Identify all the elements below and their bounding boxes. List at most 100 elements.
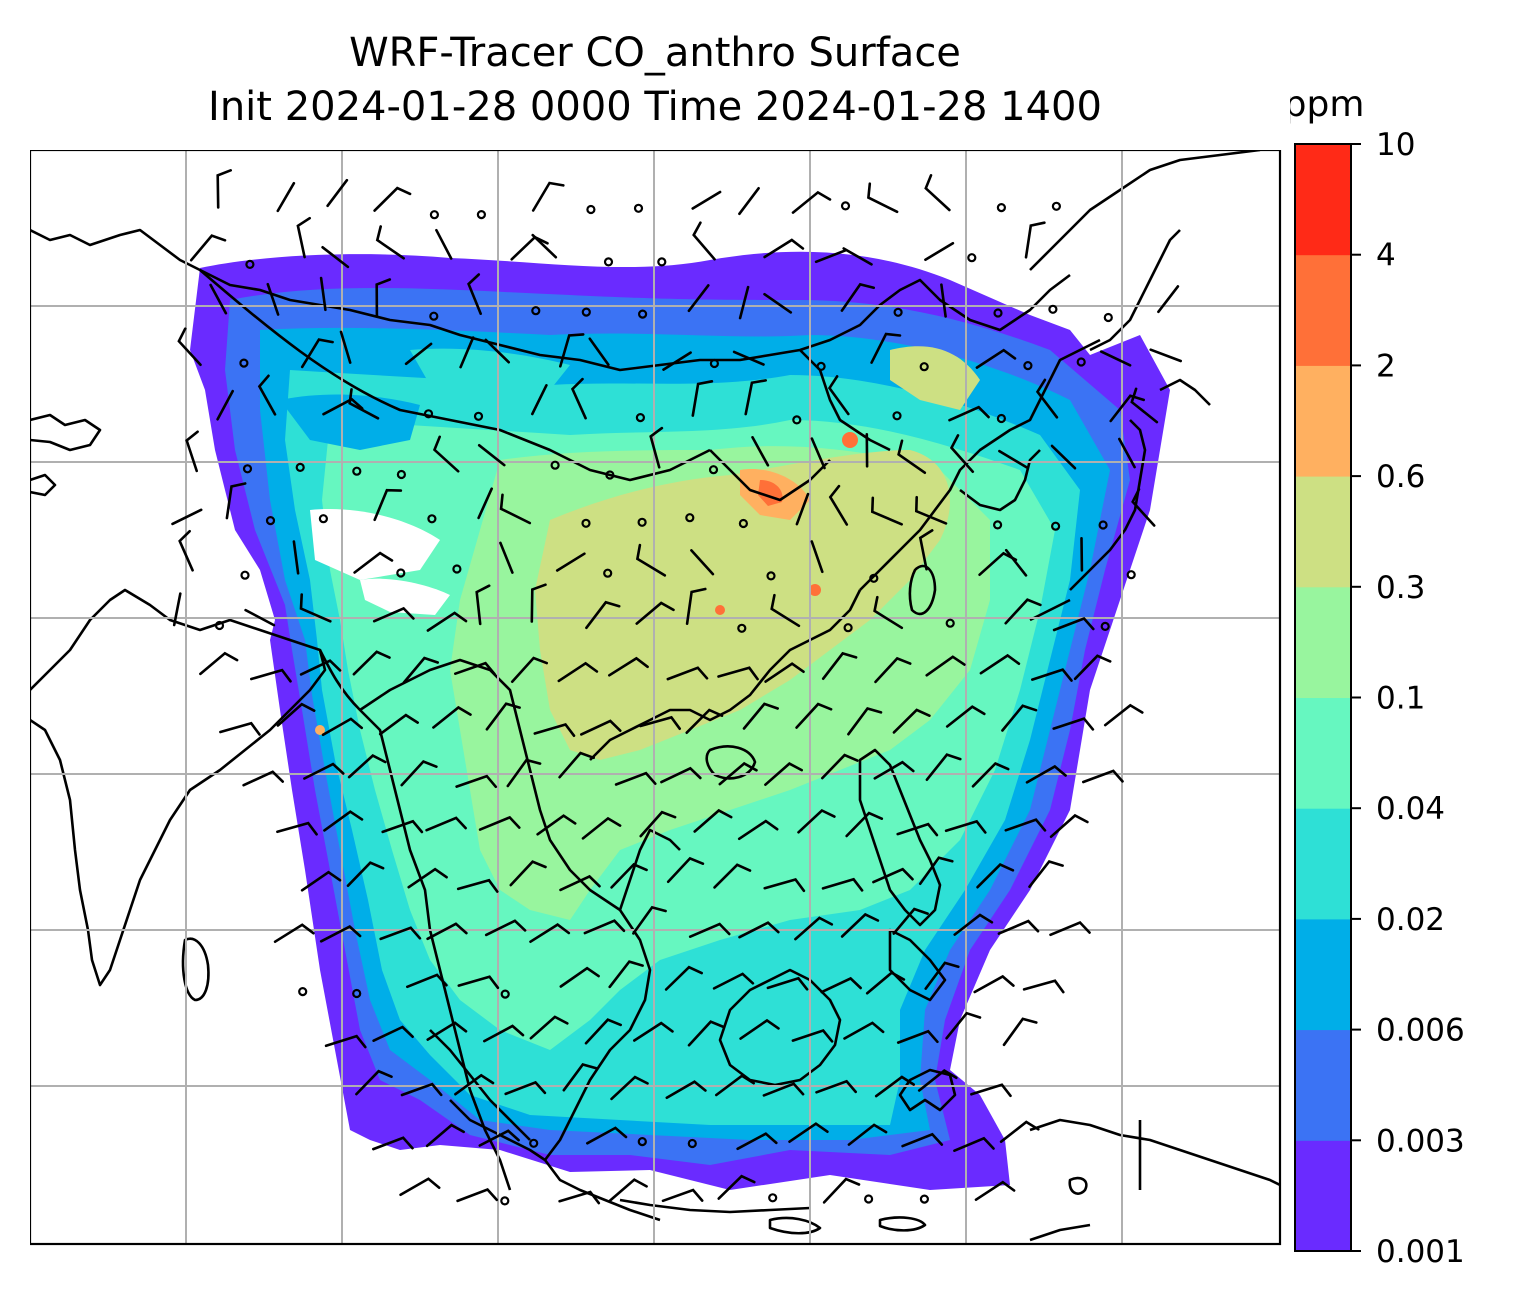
calm-wind-marker	[318, 514, 328, 524]
wind-barb	[372, 1136, 414, 1151]
wind-barb	[506, 758, 542, 788]
colorbar-tick-label: 4	[1376, 238, 1396, 274]
calm-wind-marker	[239, 358, 249, 368]
wind-barb	[763, 878, 806, 893]
wind-barb	[847, 1123, 888, 1146]
colorbar-tick-label: 0.04	[1376, 791, 1445, 827]
wind-barb	[456, 1187, 499, 1203]
wind-barb	[914, 495, 948, 525]
wind-barb	[189, 234, 227, 262]
wind-barb	[738, 187, 760, 216]
wind-barb	[924, 242, 955, 261]
calm-wind-marker	[869, 573, 879, 583]
wind-barb	[1035, 378, 1059, 419]
wind-barb	[828, 484, 849, 526]
calm-wind-marker	[792, 415, 802, 425]
wind-barb	[426, 922, 468, 941]
colorbar-band	[1295, 586, 1351, 698]
wind-barb	[455, 774, 498, 789]
wind-barb	[319, 925, 362, 943]
wind-barb	[373, 186, 412, 212]
wind-barb	[299, 659, 342, 676]
wind-barb	[738, 921, 780, 939]
calm-wind-marker	[500, 1196, 510, 1206]
wind-barb	[976, 863, 1015, 889]
calm-wind-marker	[581, 307, 591, 317]
wind-barb	[557, 661, 599, 683]
wind-barb	[319, 276, 327, 312]
wind-barb	[688, 922, 731, 938]
wind-barb	[399, 1177, 441, 1197]
wind-barb	[1049, 920, 1091, 937]
calm-wind-marker	[1076, 357, 1086, 367]
wind-barb	[266, 282, 280, 316]
wind-barb	[435, 228, 453, 260]
calm-wind-marker	[766, 571, 776, 581]
calm-wind-marker	[919, 1194, 930, 1204]
wind-barb	[588, 337, 610, 367]
wind-barb	[739, 1018, 780, 1040]
wind-barb	[870, 496, 903, 526]
wind-barb	[459, 336, 475, 369]
wind-barb	[632, 905, 667, 935]
wind-barb	[533, 723, 576, 737]
calm-wind-marker	[996, 202, 1007, 213]
wind-barb	[1031, 668, 1073, 682]
wind-barb	[944, 819, 987, 834]
calm-wind-marker	[657, 257, 667, 267]
calm-wind-marker	[427, 514, 437, 524]
calm-wind-marker	[893, 307, 903, 317]
wind-barb	[1004, 548, 1028, 577]
calm-wind-marker	[1098, 520, 1108, 530]
wind-barb	[979, 653, 1021, 675]
wind-barb	[1001, 704, 1038, 732]
colorbar-tick-label: 0.3	[1376, 570, 1425, 606]
wind-barb	[814, 248, 848, 264]
wind-barb	[692, 221, 716, 261]
calm-wind-marker	[708, 465, 719, 475]
wind-barb	[485, 702, 521, 731]
calm-wind-marker	[586, 204, 596, 215]
calm-wind-marker	[352, 466, 362, 476]
wind-barb	[662, 351, 692, 371]
wind-barb	[558, 1190, 601, 1205]
wind-barb	[666, 666, 709, 681]
wind-barb	[751, 436, 770, 467]
wind-barb	[687, 284, 710, 313]
wind-barb	[1157, 285, 1180, 314]
wind-barb	[820, 976, 862, 994]
calm-wind-marker	[1050, 521, 1061, 531]
wind-barb	[1052, 616, 1095, 632]
wind-barb	[225, 482, 247, 520]
wind-barb	[510, 656, 548, 683]
calm-wind-marker	[581, 518, 591, 528]
wind-barb	[583, 919, 626, 935]
wind-barb	[843, 1021, 885, 1040]
wind-barb	[795, 492, 810, 526]
wind-barb	[975, 348, 1017, 369]
wind-barb	[375, 225, 405, 260]
wind-barb	[892, 907, 929, 935]
calm-wind-marker	[919, 362, 929, 372]
wind-barb	[788, 1122, 829, 1143]
coastlines	[30, 150, 1280, 1242]
wind-barb	[764, 662, 805, 683]
colorbar-band	[1295, 1140, 1351, 1252]
wind-barb	[1049, 813, 1089, 838]
wind-barb	[732, 350, 765, 366]
wind-barb	[635, 543, 667, 577]
wind-barb	[216, 389, 234, 421]
wind-barb	[873, 760, 915, 780]
wind-barb	[970, 1083, 1012, 1098]
wind-barb	[504, 1080, 547, 1096]
wind-barb	[762, 1082, 805, 1097]
wind-barb	[499, 541, 514, 574]
wind-barb	[974, 1180, 1016, 1201]
wind-barb	[742, 702, 779, 730]
wind-barb	[484, 919, 527, 937]
calm-wind-marker	[603, 257, 614, 267]
wind-barb	[273, 923, 315, 943]
wind-barb	[177, 327, 202, 367]
wind-barb	[691, 380, 714, 417]
wind-barb	[925, 655, 966, 677]
